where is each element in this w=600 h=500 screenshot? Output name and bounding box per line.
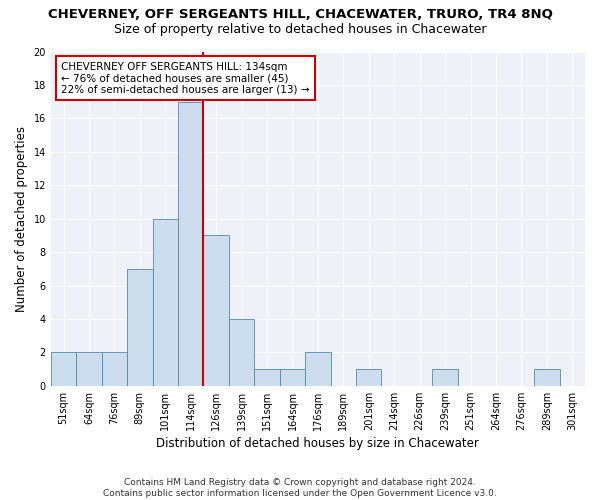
Y-axis label: Number of detached properties: Number of detached properties xyxy=(15,126,28,312)
Bar xyxy=(229,319,254,386)
Bar xyxy=(203,236,229,386)
Bar xyxy=(280,369,305,386)
X-axis label: Distribution of detached houses by size in Chacewater: Distribution of detached houses by size … xyxy=(157,437,479,450)
Bar xyxy=(178,102,203,386)
Bar xyxy=(127,269,152,386)
Text: Contains HM Land Registry data © Crown copyright and database right 2024.
Contai: Contains HM Land Registry data © Crown c… xyxy=(103,478,497,498)
Bar xyxy=(305,352,331,386)
Bar xyxy=(51,352,76,386)
Bar xyxy=(356,369,382,386)
Text: CHEVERNEY, OFF SERGEANTS HILL, CHACEWATER, TRURO, TR4 8NQ: CHEVERNEY, OFF SERGEANTS HILL, CHACEWATE… xyxy=(47,8,553,20)
Bar xyxy=(101,352,127,386)
Bar xyxy=(152,218,178,386)
Text: CHEVERNEY OFF SERGEANTS HILL: 134sqm
← 76% of detached houses are smaller (45)
2: CHEVERNEY OFF SERGEANTS HILL: 134sqm ← 7… xyxy=(61,62,310,94)
Bar xyxy=(76,352,101,386)
Bar xyxy=(433,369,458,386)
Bar xyxy=(534,369,560,386)
Bar xyxy=(254,369,280,386)
Text: Size of property relative to detached houses in Chacewater: Size of property relative to detached ho… xyxy=(114,22,486,36)
